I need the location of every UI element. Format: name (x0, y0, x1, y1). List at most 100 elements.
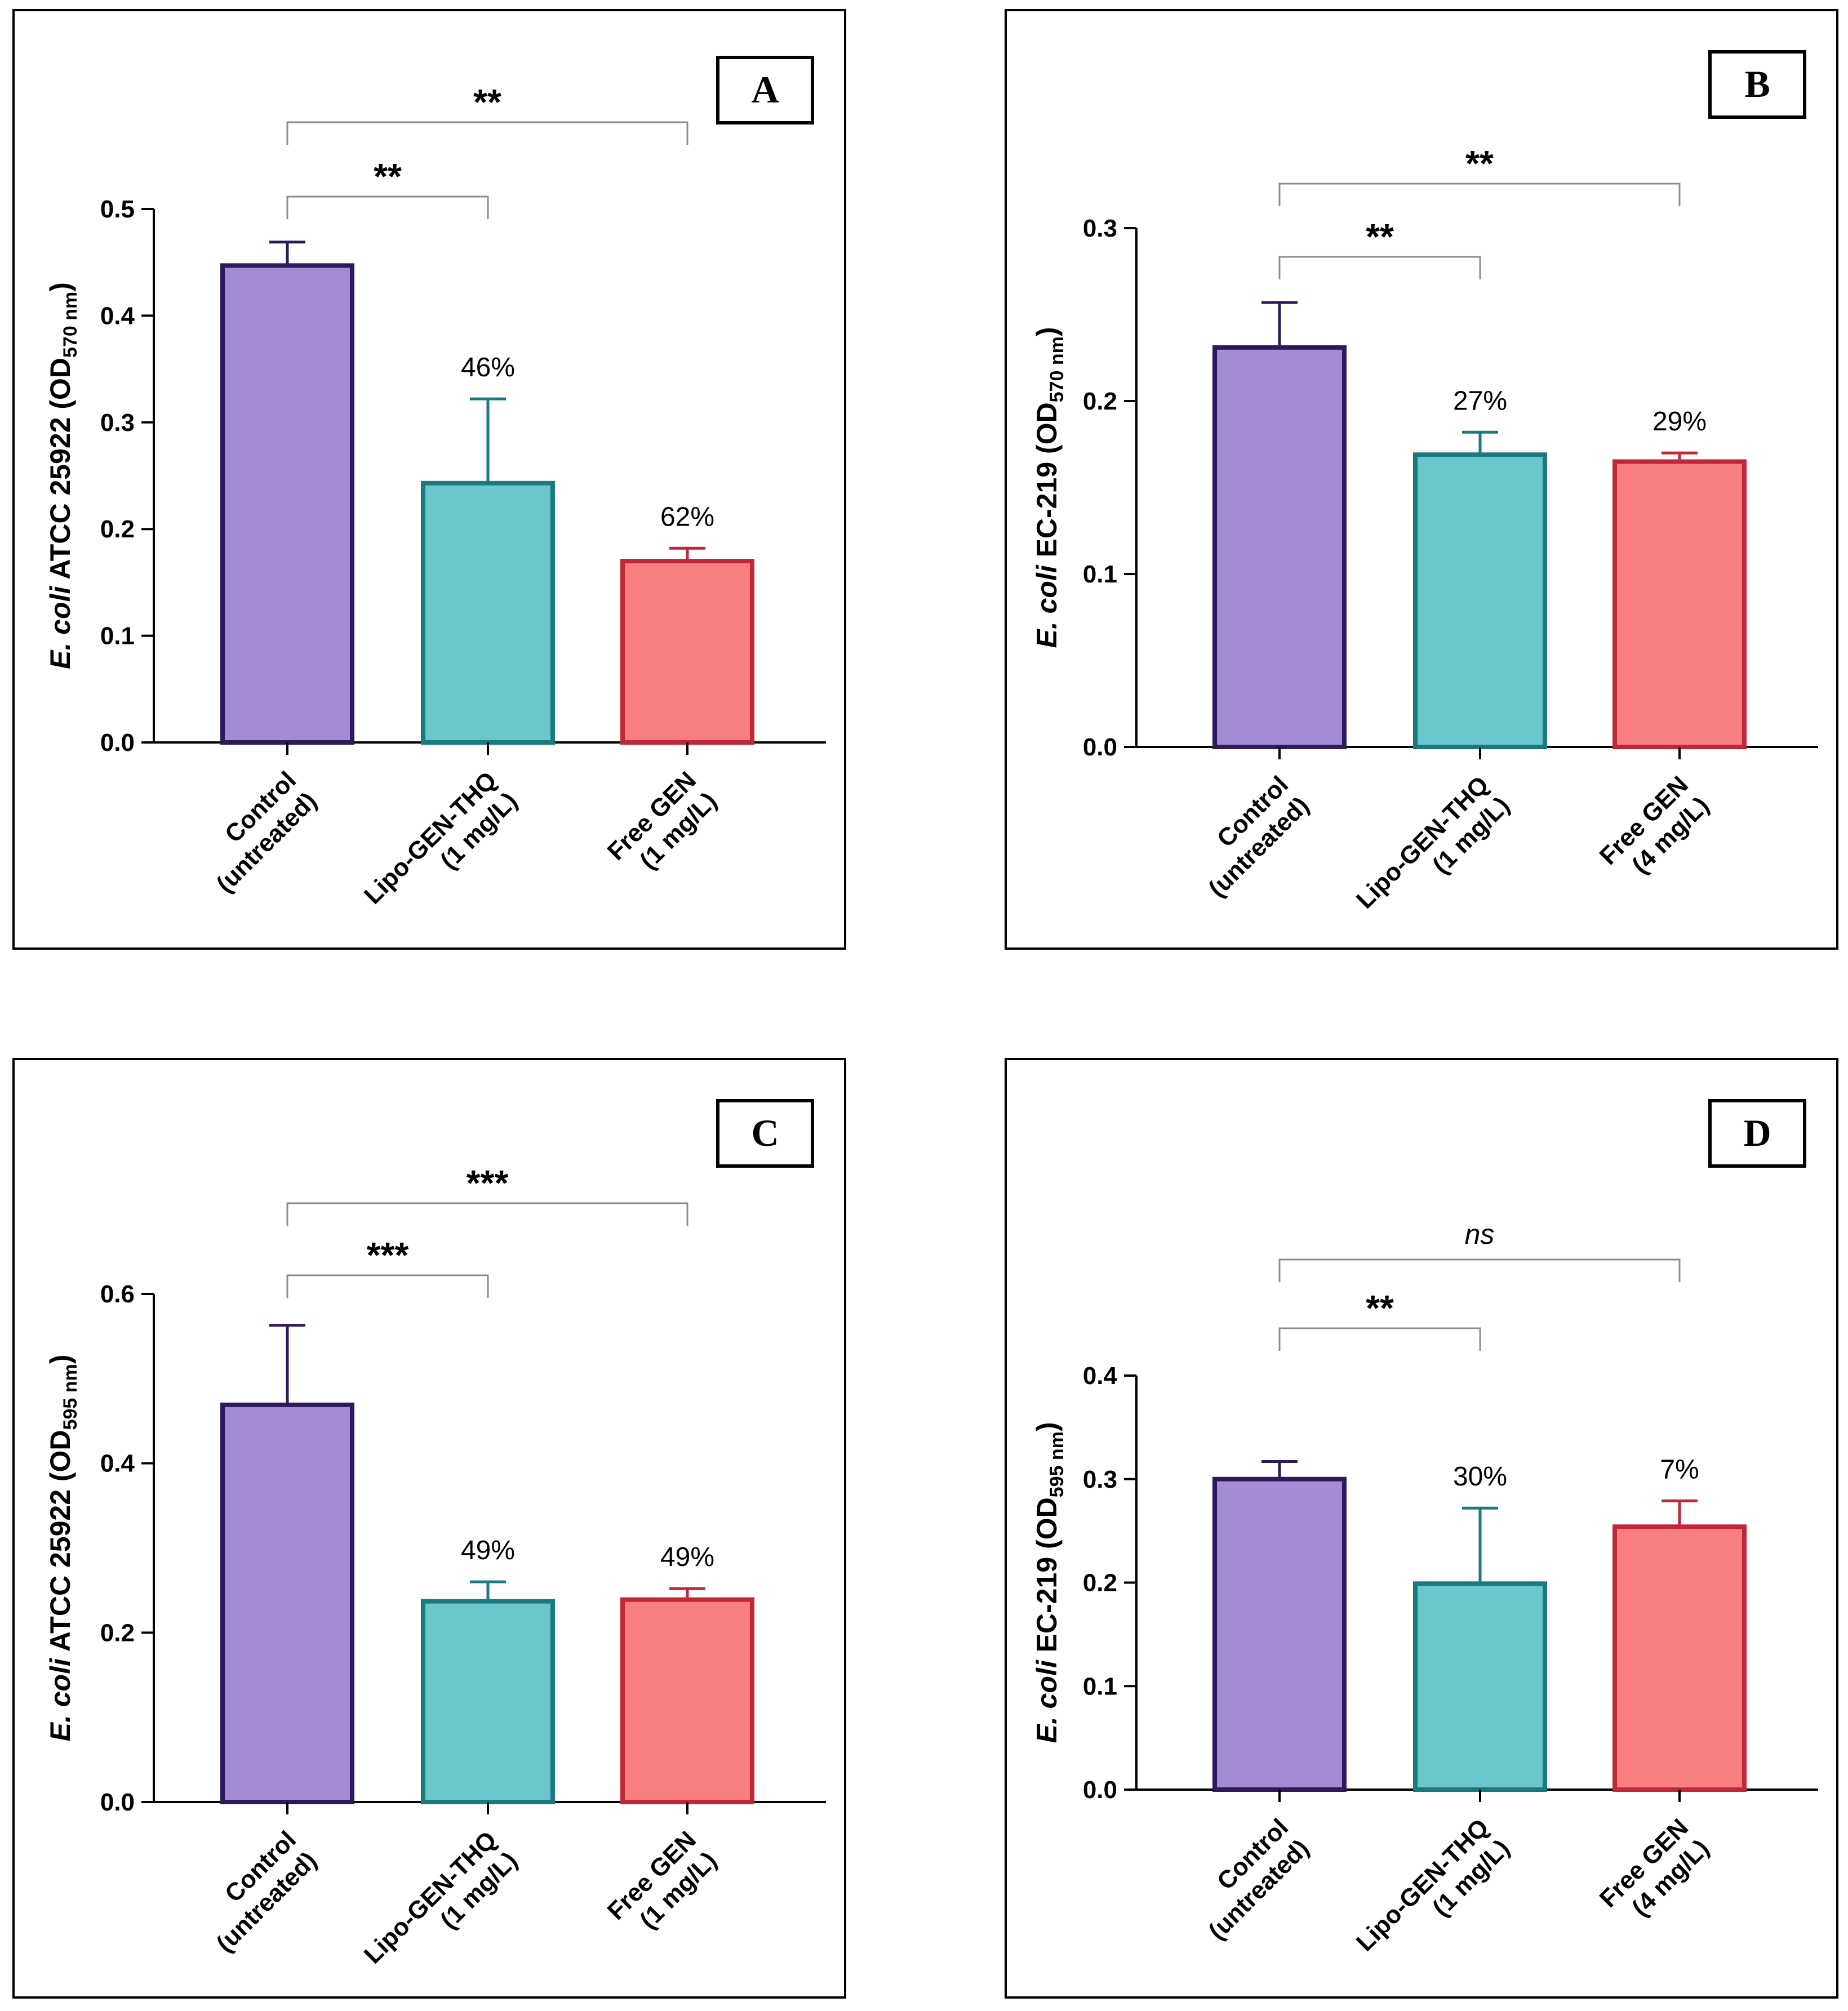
panel-letter-box (716, 1099, 814, 1168)
y-label-text: EC-219 (OD (1031, 402, 1063, 565)
y-tick-label: 0.6 (100, 1280, 135, 1308)
y-tick-label: 0.0 (100, 1788, 135, 1816)
significance-bracket (1278, 183, 1681, 206)
panel-letter: D (1743, 1111, 1771, 1154)
y-label-text: ATCC 25922 (OD (45, 358, 76, 586)
category-label: Free GEN(1 mg/L) (602, 766, 722, 874)
y-tick-label: 0.0 (1083, 733, 1117, 761)
category-label: Free GEN(4 mg/L) (1594, 1813, 1714, 1921)
significance-bracket (1278, 256, 1481, 279)
significance-bracket (1278, 1258, 1681, 1282)
y-axis-label: E. coli ATCC 25922 (OD570 nm) (45, 282, 81, 669)
significance-label: ** (473, 82, 501, 122)
chart-svg-a: A 0.0 0.1 0.2 0.3 0.4 0.5 E. coli ATCC 25922 (O… (45, 56, 826, 910)
category-label: Lipo-GEN-THQ(1 mg/L) (1351, 771, 1515, 914)
bar (1212, 1476, 1347, 1792)
bar (421, 1599, 555, 1805)
category-label: Lipo-GEN-THQ(1 mg/L) (359, 1826, 523, 1969)
y-tick-label: 0.1 (1083, 1672, 1117, 1700)
reduction-label: 7% (1660, 1454, 1699, 1484)
significance-label: ** (374, 156, 402, 197)
y-tick-label: 0.2 (100, 1619, 135, 1647)
category-label: Free GEN(4 mg/L) (1594, 771, 1714, 879)
panel-c: C 0.0 0.2 0.4 0.6 E. coli ATCC 25922 (OD595 n… (12, 1058, 846, 1999)
bar (1413, 452, 1547, 749)
y-tick-label: 0.5 (100, 195, 135, 223)
panel-b: B 0.0 0.1 0.2 0.3 E. coli EC-219 (OD570 nm) Co… (1005, 9, 1838, 950)
significance-label: ** (1465, 143, 1494, 184)
panel-letter: A (751, 68, 779, 111)
reduction-label: 49% (660, 1542, 714, 1572)
significance-bracket (286, 1202, 688, 1226)
significance-label: *** (367, 1235, 409, 1275)
category-label: Control(untreated) (1203, 1813, 1314, 1945)
bar (620, 1597, 754, 1804)
y-label-italic: E. coli (45, 1658, 76, 1741)
y-label-italic: E. coli (45, 586, 76, 669)
reduction-label: 46% (461, 353, 515, 382)
significance-bracket (286, 1274, 489, 1298)
y-tick-label: 0.1 (100, 622, 135, 650)
bar (1612, 1524, 1747, 1792)
reduction-label: 29% (1652, 407, 1707, 437)
y-label-sub: 595 nm (1046, 1431, 1068, 1497)
y-label-close: ) (45, 282, 76, 292)
y-axis-label: E. coli EC-219 (OD570 nm) (1031, 327, 1068, 648)
significance-label: ** (1366, 1288, 1394, 1328)
category-label: Control(untreated) (211, 1826, 322, 1957)
category-label: Lipo-GEN-THQ(1 mg/L) (1351, 1813, 1515, 1956)
bar (421, 480, 555, 745)
significance-label: ns (1465, 1218, 1495, 1250)
y-label-italic: E. coli (1031, 1659, 1063, 1743)
panel-d: D 0.0 0.1 0.2 0.3 0.4 E. coli EC-219 (OD595 nm… (1005, 1058, 1838, 1999)
y-label-close: ) (1031, 1422, 1063, 1431)
y-label-close: ) (1031, 327, 1063, 336)
y-label-text: ATCC 25922 (OD (45, 1430, 76, 1658)
category-label: Control(untreated) (211, 766, 322, 898)
chart-svg-d: D 0.0 0.1 0.2 0.3 0.4 E. coli EC-219 (OD595 nm… (1031, 1099, 1818, 1957)
category-label: Free GEN(1 mg/L) (602, 1826, 722, 1934)
significance-label: *** (467, 1163, 509, 1203)
panel-letter-box (1708, 1099, 1806, 1168)
y-label-sub: 570 nm (1046, 336, 1068, 402)
y-tick-label: 0.4 (100, 302, 135, 330)
y-label-sub: 570 nm (60, 292, 81, 358)
y-tick-label: 0.0 (100, 729, 135, 757)
y-tick-label: 0.2 (100, 515, 135, 543)
y-tick-label: 0.3 (100, 409, 135, 437)
reduction-label: 27% (1453, 386, 1507, 416)
chart-svg-b: B 0.0 0.1 0.2 0.3 E. coli EC-219 (OD570 nm) Co… (1031, 50, 1818, 914)
y-label-text: EC-219 (OD (1031, 1497, 1063, 1660)
reduction-label: 30% (1453, 1462, 1507, 1492)
y-label-italic: E. coli (1031, 564, 1063, 648)
reduction-label: 49% (461, 1536, 515, 1565)
panel-a: A 0.0 0.1 0.2 0.3 0.4 0.5 E. coli ATCC 25922 (O… (12, 9, 846, 950)
y-tick-label: 0.0 (1083, 1776, 1117, 1804)
y-tick-label: 0.3 (1083, 1466, 1117, 1493)
panel-letter-box (716, 56, 814, 124)
bar (1612, 459, 1747, 749)
bar (220, 1402, 354, 1804)
y-tick-label: 0.3 (1083, 215, 1117, 242)
y-tick-label: 0.4 (100, 1450, 135, 1478)
significance-bracket (286, 121, 688, 145)
significance-bracket (286, 195, 489, 219)
panel-letter: B (1744, 63, 1770, 105)
reduction-label: 62% (660, 502, 714, 532)
y-label-sub: 595 nm (60, 1364, 81, 1430)
significance-bracket (1278, 1327, 1481, 1351)
y-axis-label: E. coli EC-219 (OD595 nm) (1031, 1422, 1068, 1743)
y-tick-label: 0.2 (1083, 1569, 1117, 1597)
bar (1413, 1581, 1547, 1792)
significance-label: ** (1366, 216, 1394, 257)
y-tick-label: 0.2 (1083, 388, 1117, 415)
panel-letter-box (1708, 50, 1806, 119)
bar (620, 559, 754, 745)
category-label: Control(untreated) (1203, 771, 1314, 902)
y-tick-label: 0.4 (1083, 1362, 1118, 1390)
category-label: Lipo-GEN-THQ(1 mg/L) (359, 766, 523, 909)
y-tick-label: 0.1 (1083, 560, 1117, 588)
bar (1212, 345, 1347, 749)
y-label-close: ) (45, 1355, 76, 1364)
y-axis-label: E. coli ATCC 25922 (OD595 nm) (45, 1355, 81, 1742)
